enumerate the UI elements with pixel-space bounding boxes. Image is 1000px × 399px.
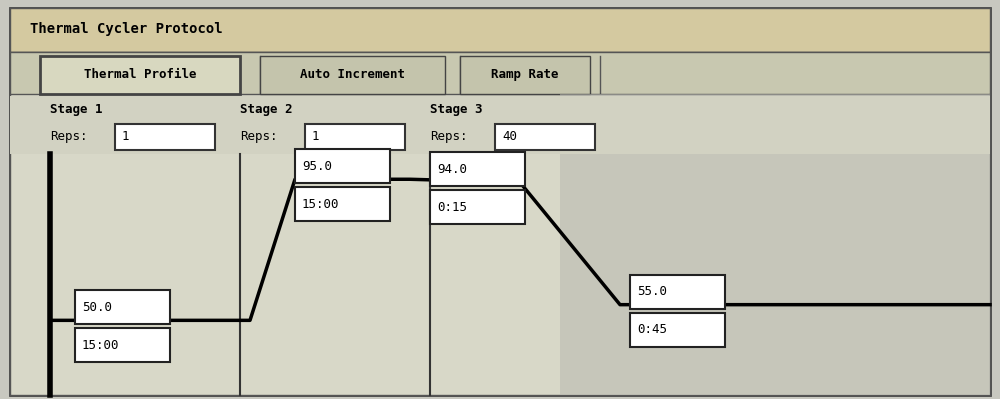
FancyBboxPatch shape xyxy=(295,149,390,183)
Text: Thermal Profile: Thermal Profile xyxy=(84,68,196,81)
FancyBboxPatch shape xyxy=(460,56,590,94)
FancyBboxPatch shape xyxy=(305,124,405,150)
Text: 55.0: 55.0 xyxy=(637,285,667,298)
Text: 50.0: 50.0 xyxy=(82,301,112,314)
Text: Stage 2: Stage 2 xyxy=(240,103,292,116)
FancyBboxPatch shape xyxy=(495,124,595,150)
Text: Stage 3: Stage 3 xyxy=(430,103,482,116)
Text: 94.0: 94.0 xyxy=(437,163,467,176)
FancyBboxPatch shape xyxy=(630,313,725,347)
FancyBboxPatch shape xyxy=(10,8,990,395)
FancyBboxPatch shape xyxy=(430,152,525,186)
FancyBboxPatch shape xyxy=(295,187,390,221)
FancyBboxPatch shape xyxy=(40,56,240,94)
FancyBboxPatch shape xyxy=(10,8,990,52)
Text: Reps:: Reps: xyxy=(430,130,468,143)
Text: 1: 1 xyxy=(122,130,130,143)
FancyBboxPatch shape xyxy=(10,94,990,395)
FancyBboxPatch shape xyxy=(560,94,990,395)
FancyBboxPatch shape xyxy=(260,56,445,94)
Text: Stage 1: Stage 1 xyxy=(50,103,103,116)
Text: 0:45: 0:45 xyxy=(637,323,667,336)
Text: Reps:: Reps: xyxy=(240,130,278,143)
FancyBboxPatch shape xyxy=(10,52,990,96)
FancyBboxPatch shape xyxy=(10,96,990,154)
Text: Ramp Rate: Ramp Rate xyxy=(491,68,559,81)
FancyBboxPatch shape xyxy=(115,124,215,150)
Text: Reps:: Reps: xyxy=(50,130,88,143)
FancyBboxPatch shape xyxy=(75,290,170,324)
Text: 1: 1 xyxy=(312,130,320,143)
Text: 15:00: 15:00 xyxy=(82,339,120,352)
Text: Thermal Cycler Protocol: Thermal Cycler Protocol xyxy=(30,22,223,36)
FancyBboxPatch shape xyxy=(630,275,725,309)
FancyBboxPatch shape xyxy=(75,328,170,362)
Text: Auto Increment: Auto Increment xyxy=(300,68,405,81)
FancyBboxPatch shape xyxy=(430,190,525,224)
Text: 40: 40 xyxy=(502,130,517,143)
Text: 95.0: 95.0 xyxy=(302,160,332,173)
Text: 15:00: 15:00 xyxy=(302,198,340,211)
Text: 0:15: 0:15 xyxy=(437,201,467,214)
